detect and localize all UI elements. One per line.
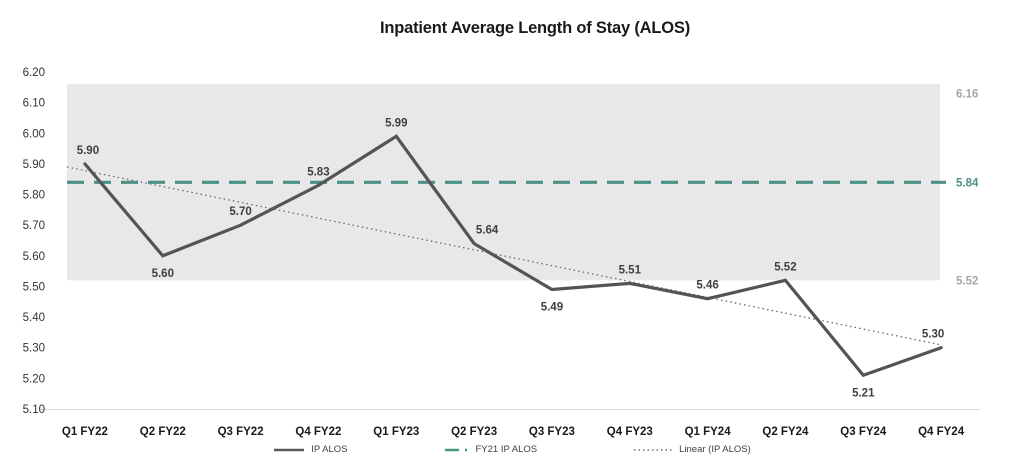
legend-label: IP ALOS — [311, 444, 348, 455]
x-tick-label: Q1 FY24 — [685, 426, 732, 438]
x-tick-label: Q3 FY24 — [840, 426, 887, 438]
plot-area: 5.90 5.60 5.70 5.83 5.99 5.64 5.49 5.51 5.46 5.52… — [23, 67, 980, 438]
y-tick-label: 5.60 — [23, 251, 45, 263]
x-tick-label: Q2 FY22 — [140, 426, 186, 438]
x-tick-label: Q4 FY23 — [607, 426, 653, 438]
y-tick-label: 6.00 — [23, 128, 45, 140]
data-label: 5.30 — [922, 329, 944, 341]
x-tick-label: Q1 FY22 — [62, 426, 108, 438]
data-label: 5.21 — [852, 387, 875, 399]
y-tick-label: 6.10 — [23, 98, 45, 110]
reference-line-label: 5.84 — [956, 177, 979, 189]
x-tick-label: Q2 FY23 — [451, 426, 497, 438]
legend-item-linear-ip-alos: Linear (IP ALOS) — [633, 444, 751, 455]
legend-label: FY21 IP ALOS — [475, 444, 538, 455]
data-label: 5.60 — [152, 268, 174, 280]
legend-label: Linear (IP ALOS) — [679, 444, 751, 455]
data-label: 5.90 — [77, 145, 99, 157]
x-tick-label: Q2 FY24 — [762, 426, 809, 438]
x-tick-label: Q3 FY23 — [529, 426, 575, 438]
solid-line-swatch — [274, 448, 305, 451]
band-top-label: 6.16 — [956, 88, 978, 100]
band-bottom-label: 5.52 — [956, 275, 978, 287]
data-label: 5.52 — [774, 261, 796, 273]
data-label: 5.51 — [619, 264, 642, 276]
data-label: 5.49 — [541, 302, 563, 314]
chart-legend: IP ALOS FY21 IP ALOS Linear (IP ALOS) — [0, 444, 1024, 455]
ip-alos-series-line — [83, 134, 943, 378]
x-tick-label: Q4 FY24 — [918, 426, 965, 438]
dash-dot-line-swatch — [444, 448, 470, 451]
legend-item-fy21-ip-alos: FY21 IP ALOS — [444, 444, 538, 455]
data-label: 5.70 — [229, 206, 251, 218]
y-tick-label: 5.10 — [23, 404, 45, 416]
data-label: 5.83 — [307, 166, 329, 178]
data-label: 5.64 — [476, 225, 499, 237]
x-tick-label: Q4 FY22 — [295, 426, 341, 438]
y-tick-label: 5.70 — [23, 220, 45, 232]
data-label: 5.46 — [696, 280, 718, 292]
y-tick-label: 5.50 — [23, 282, 45, 294]
data-label: 5.99 — [385, 117, 407, 129]
y-tick-label: 5.30 — [23, 343, 45, 355]
y-tick-label: 5.80 — [23, 190, 45, 202]
legend-item-ip-alos: IP ALOS — [273, 444, 348, 455]
y-tick-label: 5.40 — [23, 312, 45, 324]
chart-title: Inpatient Average Length of Stay (ALOS) — [380, 19, 690, 37]
x-tick-label: Q1 FY23 — [373, 426, 419, 438]
alos-line-chart-canvas: Inpatient Average Length of Stay (ALOS) … — [23, 19, 980, 438]
dotted-line-swatch — [634, 448, 673, 451]
y-tick-label: 6.20 — [23, 67, 45, 79]
y-tick-label: 5.20 — [23, 373, 45, 385]
x-tick-label: Q3 FY22 — [218, 426, 264, 438]
y-tick-label: 5.90 — [23, 159, 45, 171]
